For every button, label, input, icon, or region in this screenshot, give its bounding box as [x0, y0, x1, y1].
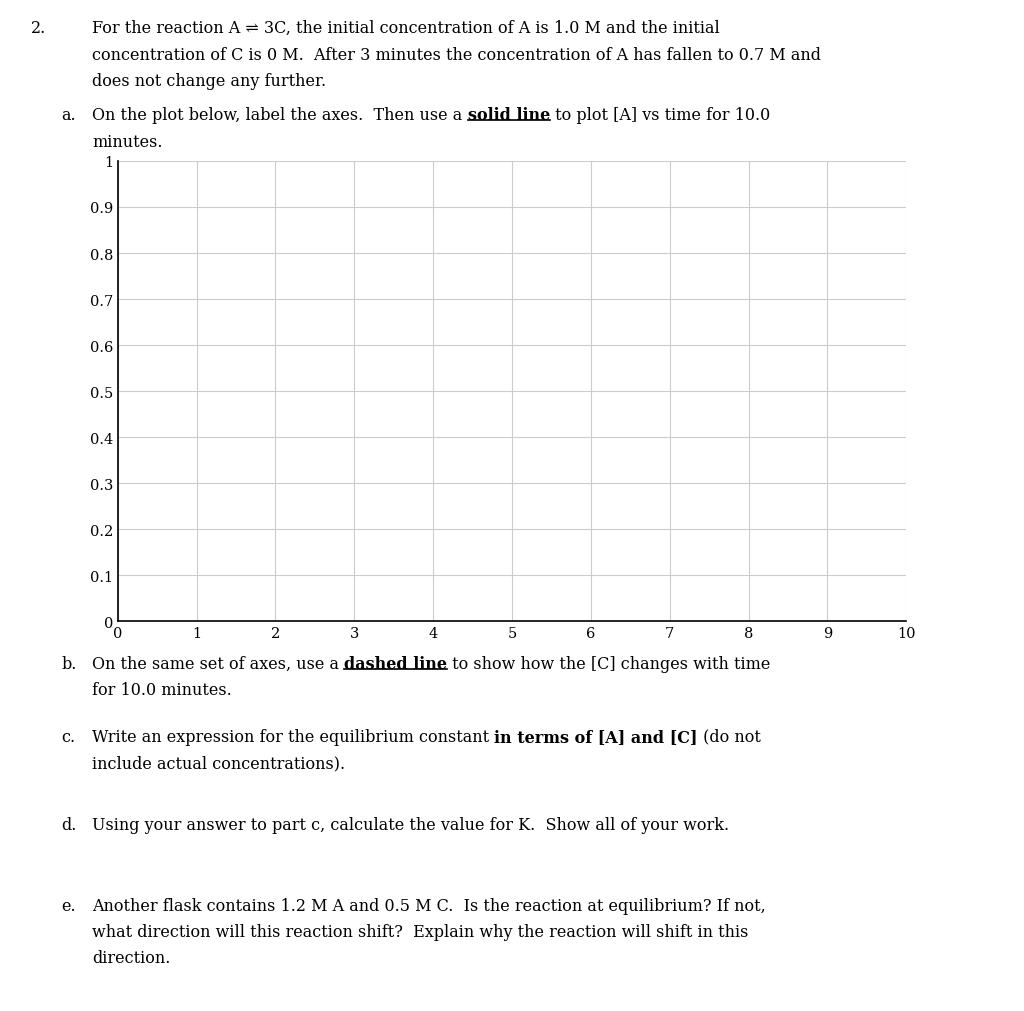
Text: in terms of [A] and [C]: in terms of [A] and [C] [495, 728, 698, 745]
Text: On the same set of axes, use a: On the same set of axes, use a [92, 655, 344, 672]
Text: c.: c. [61, 728, 76, 745]
Text: dashed line: dashed line [344, 655, 447, 672]
Text: minutes.: minutes. [92, 133, 163, 151]
Text: Write an expression for the equilibrium constant: Write an expression for the equilibrium … [92, 728, 495, 745]
Text: 2.: 2. [31, 20, 46, 37]
Text: solid line: solid line [468, 107, 550, 124]
Text: b.: b. [61, 655, 77, 672]
Text: Using your answer to part c, calculate the value for K.  Show all of your work.: Using your answer to part c, calculate t… [92, 816, 729, 833]
Text: (do not: (do not [698, 728, 761, 745]
Text: what direction will this reaction shift?  Explain why the reaction will shift in: what direction will this reaction shift?… [92, 923, 749, 940]
Text: does not change any further.: does not change any further. [92, 73, 327, 90]
Text: On the plot below, label the axes.  Then use a: On the plot below, label the axes. Then … [92, 107, 468, 124]
Text: to plot [A] vs time for 10.0: to plot [A] vs time for 10.0 [550, 107, 770, 124]
Text: for 10.0 minutes.: for 10.0 minutes. [92, 681, 231, 699]
Text: concentration of C is 0 M.  After 3 minutes the concentration of A has fallen to: concentration of C is 0 M. After 3 minut… [92, 47, 821, 64]
Text: a.: a. [61, 107, 76, 124]
Text: d.: d. [61, 816, 77, 833]
Text: For the reaction A ⇌ 3C, the initial concentration of A is 1.0 M and the initial: For the reaction A ⇌ 3C, the initial con… [92, 20, 720, 37]
Text: direction.: direction. [92, 949, 171, 967]
Text: Another flask contains 1.2 M A and 0.5 M C.  Is the reaction at equilibrium? If : Another flask contains 1.2 M A and 0.5 M… [92, 897, 766, 914]
Text: e.: e. [61, 897, 76, 914]
Text: to show how the [C] changes with time: to show how the [C] changes with time [447, 655, 771, 672]
Text: include actual concentrations).: include actual concentrations). [92, 754, 345, 771]
